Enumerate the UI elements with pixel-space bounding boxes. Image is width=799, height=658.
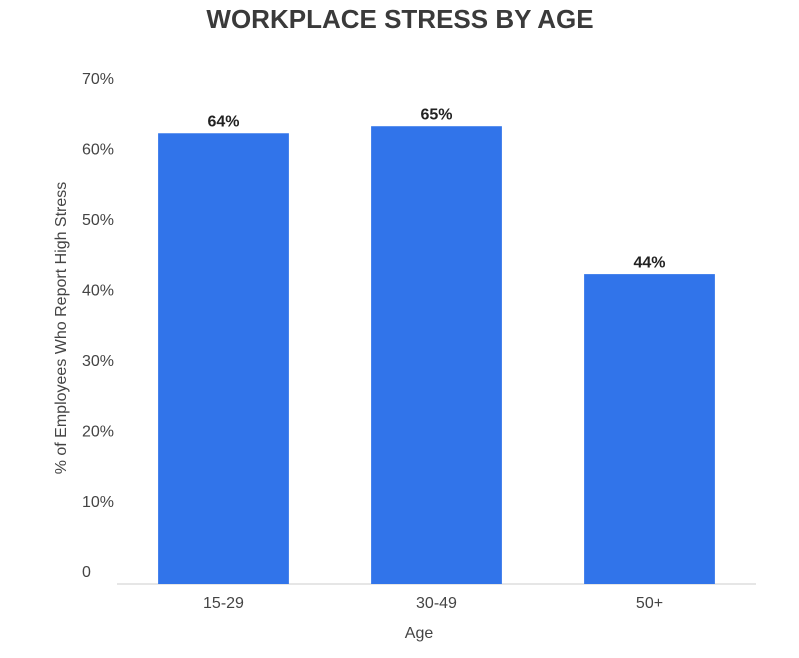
bar <box>371 126 502 584</box>
y-axis-title: % of Employees Who Report High Stress <box>53 182 70 475</box>
y-tick-label: 60% <box>82 142 114 159</box>
y-tick-label: 50% <box>82 212 114 229</box>
y-tick-label: 10% <box>82 494 114 511</box>
bar <box>158 133 289 584</box>
value-label: 44% <box>633 254 665 271</box>
y-tick-label: 30% <box>82 353 114 370</box>
y-tick-label: 40% <box>82 283 114 300</box>
chart-title: WORKPLACE STRESS BY AGE <box>206 4 593 34</box>
y-tick-label: 0 <box>82 564 91 581</box>
x-axis-title: Age <box>405 625 434 642</box>
value-label: 64% <box>207 113 239 130</box>
x-tick-label: 15-29 <box>203 595 244 612</box>
value-label: 65% <box>420 106 452 123</box>
y-tick-label: 20% <box>82 423 114 440</box>
x-tick-label: 30-49 <box>416 595 457 612</box>
x-tick-label: 50+ <box>636 595 663 612</box>
bar <box>584 274 715 584</box>
y-tick-label: 70% <box>82 71 114 88</box>
